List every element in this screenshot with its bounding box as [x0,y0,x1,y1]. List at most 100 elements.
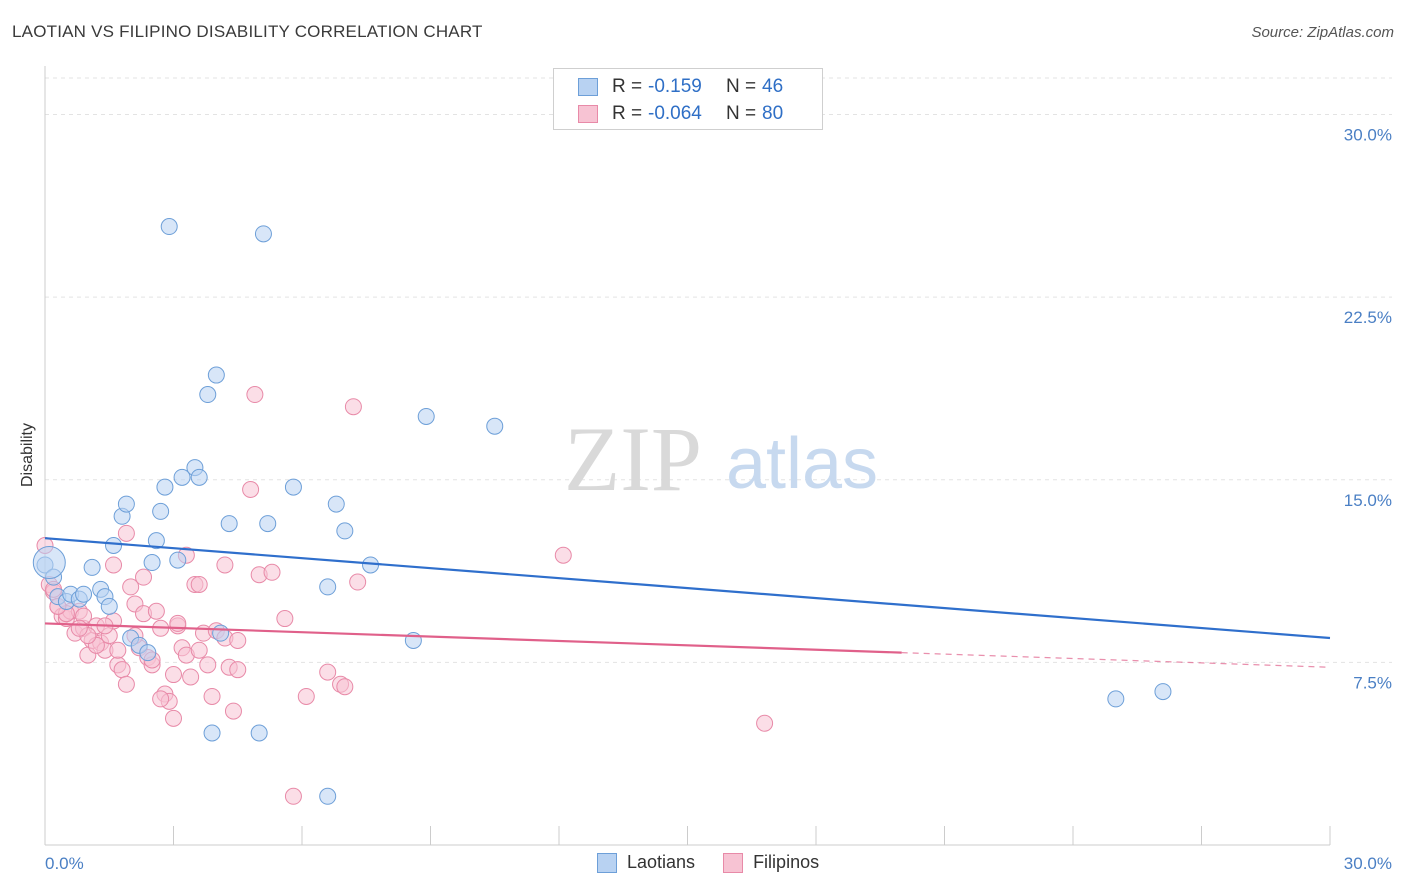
laotian-trend-line [44,537,1331,640]
filipino-trend-line [44,622,902,654]
trend-lines [44,537,1331,668]
filipino-point [152,690,170,708]
legend-swatch-laotians [597,852,617,873]
laotian-point [173,468,191,486]
y-tick-label: 15.0% [1344,491,1392,510]
grid-lines [45,77,1392,663]
filipino-point [297,687,315,705]
legend-row-filipinos: R = -0.064 N = 80 [578,101,802,127]
filipino-point [336,678,354,696]
filipino-point [117,524,135,542]
axes [44,66,1331,846]
legend-swatch-filipinos [723,852,744,873]
legend-item-laotians: Laotians [597,852,695,873]
tick-labels: 7.5% 15.0% 22.5% 30.0% 0.0% 30.0% [45,126,1392,873]
filipino-point [344,398,362,416]
laotian-point [1154,683,1172,701]
filipino-point [182,668,200,686]
n-label: N = [726,103,757,124]
laotian-point [105,537,123,555]
filipino-point [263,563,281,581]
laotian-point [1107,690,1125,708]
n-value: 80 [762,103,784,124]
laotian-point [319,578,337,596]
filipino-point [229,631,247,649]
filipino-point [554,546,572,564]
laotian-point [139,644,157,662]
filipino-point [117,675,135,693]
filipino-point [109,641,127,659]
laotian-point [254,225,272,243]
filipino-point [190,575,208,593]
filipino-point [229,661,247,679]
laotian-point [486,417,504,435]
filipino-point [284,787,302,805]
laotian-point [212,624,230,642]
filipino-point [756,714,774,732]
chart-title: LAOTIAN VS FILIPINO DISABILITY CORRELATI… [12,22,483,41]
laotian-point [75,585,93,603]
laotian-point [203,724,221,742]
legend-item-filipinos: Filipinos [723,852,819,873]
laotian-point [250,724,268,742]
filipino-point [242,481,260,499]
filipino-point [216,556,234,574]
n-value: 46 [762,76,784,97]
r-value: -0.064 [648,103,702,124]
n-label: N = [726,76,757,97]
laotian-point [319,787,337,805]
filipino-point [113,661,131,679]
watermark-zip: ZIP [564,408,702,510]
laotian-points [32,218,1172,805]
laotian-point [160,218,178,236]
laotian-point [199,386,217,404]
r-value: -0.159 [648,76,702,97]
filipino-point [147,602,165,620]
y-tick-label: 30.0% [1344,126,1392,145]
laotian-point [207,366,225,384]
legend-label-filipinos: Filipinos [753,852,820,872]
y-tick-label: 7.5% [1353,673,1392,692]
legend-label-laotians: Laotians [627,852,696,872]
laotian-point [117,495,135,513]
laotian-point [284,478,302,496]
filipino-point [135,568,153,586]
laotian-point [327,495,345,513]
r-label: R = [612,76,643,97]
filipino-point [246,386,264,404]
filipino-trend-extension [901,652,1331,668]
series-legend: Laotians Filipinos [597,852,847,873]
laotian-point [152,502,170,520]
laotian-point [259,515,277,533]
filipino-point [70,619,88,637]
x-tick-label: 30.0% [1344,854,1392,873]
laotian-point [220,515,238,533]
source-label: Source: ZipAtlas.com [1251,24,1394,41]
r-label: R = [612,103,643,124]
filipino-point [203,687,221,705]
y-tick-label: 22.5% [1344,308,1392,327]
laotian-point [32,546,66,580]
laotian-point [156,478,174,496]
watermark: ZIP atlas [564,408,878,510]
filipino-point [224,702,242,720]
legend-swatch-filipinos [578,105,598,123]
filipino-point [190,641,208,659]
filipino-point [165,666,182,684]
laotian-point [143,554,161,572]
laotian-point [417,407,435,425]
correlation-legend: R = -0.159 N = 46 R = -0.064 N = 80 [553,68,823,130]
laotian-point [100,597,118,615]
laotian-point [336,522,354,540]
filipino-point [105,556,123,574]
laotian-point [83,558,101,576]
laotian-point [147,532,165,550]
filipino-point [165,709,182,727]
x-tick-label: 0.0% [45,854,84,873]
filipino-point [319,663,337,681]
filipino-point [122,578,140,596]
laotian-point [190,468,208,486]
legend-swatch-laotians [578,78,598,96]
laotian-point [169,551,187,569]
